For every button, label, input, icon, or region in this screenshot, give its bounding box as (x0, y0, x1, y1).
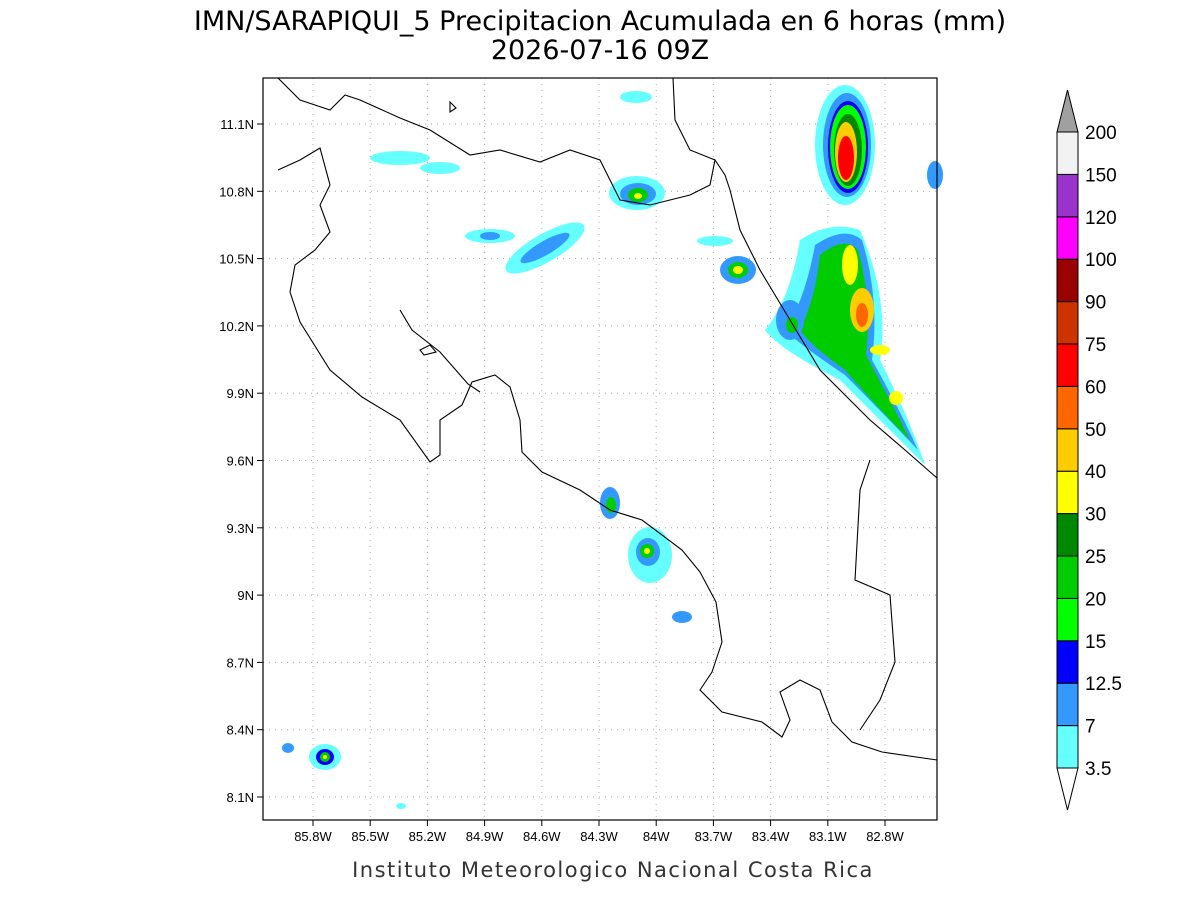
colorbar-bin (1056, 131, 1079, 175)
colorbar-label: 20 (1085, 589, 1106, 610)
y-tick-label: 10.5N (219, 252, 254, 267)
colorbar-bin (1056, 597, 1079, 642)
colorbar-label: 30 (1085, 505, 1106, 526)
colorbar-label: 12.5 (1085, 674, 1122, 695)
colorbar-over (1056, 89, 1079, 133)
colorbar-label: 25 (1085, 547, 1106, 568)
coastlines (277, 77, 938, 761)
colorbar-label: 15 (1085, 632, 1106, 653)
colorbar-bin (1056, 513, 1079, 557)
credit: Instituto Meteorologico Nacional Costa R… (352, 858, 874, 882)
axis-ticks: 85.8W 85.5W 85.2W 84.9W 84.6W 84.3W 84W 83.7W 83… (219, 117, 904, 844)
colorbar: 3.5 7 12.5 15 20 25 30 40 50 60 75 90 100 120 150 200 (1056, 89, 1122, 811)
y-tick-label: 9.6N (227, 454, 254, 469)
x-tick-label: 83.4W (752, 829, 790, 844)
y-tick-label: 8.1N (227, 790, 254, 805)
x-tick-label: 84.9W (466, 829, 504, 844)
colorbar-label: 200 (1085, 123, 1117, 144)
colorbar-bin (1056, 470, 1079, 515)
title: IMN/SARAPIQUI_5 Precipitacion Acumulada … (194, 6, 1006, 37)
colorbar-bin (1056, 216, 1079, 260)
colorbar-bin (1056, 725, 1079, 769)
colorbar-label: 150 (1085, 165, 1117, 186)
colorbar-label: 90 (1085, 293, 1106, 314)
x-tick-label: 85.5W (351, 829, 389, 844)
map-frame (262, 77, 938, 821)
x-tick-label: 85.2W (409, 829, 447, 844)
x-tick-label: 84W (643, 829, 670, 844)
y-tick-label: 8.4N (227, 723, 254, 738)
x-tick-label: 85.8W (294, 829, 332, 844)
colorbar-label: 40 (1085, 462, 1106, 483)
y-tick-label: 10.2N (219, 319, 254, 334)
y-tick-label: 10.8N (219, 184, 254, 199)
y-tick-label: 11.1N (220, 117, 254, 132)
y-tick-label: 9.9N (227, 386, 254, 401)
colorbar-label: 7 (1085, 717, 1096, 738)
colorbar-label: 60 (1085, 377, 1106, 398)
colorbar-bin (1056, 428, 1079, 472)
colorbar-bin (1056, 343, 1079, 387)
x-tick-label: 83.1W (809, 829, 847, 844)
grid (263, 78, 937, 820)
colorbar-bin (1056, 258, 1079, 303)
colorbar-bin (1056, 385, 1079, 430)
x-tick-label: 83.7W (695, 829, 733, 844)
colorbar-bin (1056, 301, 1079, 345)
y-tick-label: 8.7N (227, 655, 254, 670)
y-tick-label: 9N (237, 588, 254, 603)
x-tick-label: 82.8W (866, 829, 904, 844)
subtitle: 2026-07-16 09Z (491, 35, 709, 66)
colorbar-label: 50 (1085, 420, 1106, 441)
colorbar-label: 120 (1085, 208, 1117, 229)
colorbar-under (1056, 767, 1079, 811)
colorbar-bin (1056, 682, 1079, 727)
precipitation-field (282, 85, 943, 809)
colorbar-label: 3.5 (1085, 759, 1111, 780)
y-tick-label: 9.3N (227, 521, 254, 536)
colorbar-bin (1056, 640, 1079, 684)
colorbar-bin (1056, 555, 1079, 599)
x-tick-label: 84.6W (523, 829, 561, 844)
x-tick-label: 84.3W (580, 829, 618, 844)
colorbar-bin (1056, 173, 1079, 218)
colorbar-label: 75 (1085, 335, 1106, 356)
colorbar-label: 100 (1085, 250, 1117, 271)
